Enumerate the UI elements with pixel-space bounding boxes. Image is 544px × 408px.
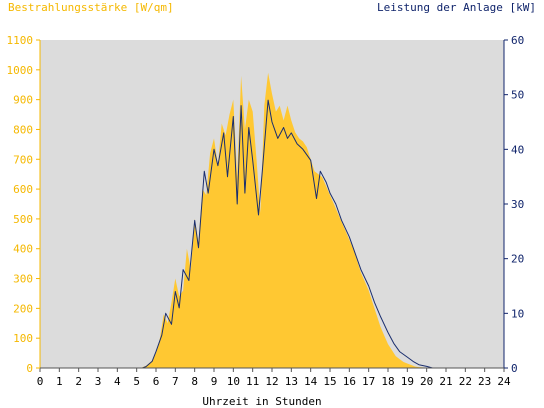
x-tick-label: 20 [420, 375, 433, 388]
y-right-tick-label: 20 [511, 253, 524, 266]
x-tick-label: 17 [362, 375, 375, 388]
x-tick-label: 16 [343, 375, 356, 388]
y-right-tick-label: 10 [511, 307, 524, 320]
x-tick-label: 18 [381, 375, 394, 388]
y-right-tick-label: 60 [511, 34, 524, 47]
x-tick-label: 14 [304, 375, 318, 388]
y-left-tick-label: 200 [13, 302, 33, 315]
x-tick-label: 8 [191, 375, 198, 388]
x-tick-label: 23 [478, 375, 491, 388]
y-right-tick-label: 40 [511, 143, 524, 156]
y-left-tick-label: 800 [13, 123, 33, 136]
x-tick-label: 3 [95, 375, 102, 388]
left-axis-title: Bestrahlungsstärke [W/qm] [8, 1, 174, 14]
y-left-tick-label: 400 [13, 243, 33, 256]
x-tick-label: 4 [114, 375, 121, 388]
right-axis-title: Leistung der Anlage [kW] [377, 1, 536, 14]
y-right-tick-label: 30 [511, 198, 524, 211]
y-left-tick-label: 0 [26, 362, 33, 375]
series-layer [40, 72, 504, 369]
y-left-tick-label: 900 [13, 94, 33, 107]
x-tick-label: 24 [497, 375, 511, 388]
x-tick-label: 1 [56, 375, 63, 388]
y-left-tick-label: 500 [13, 213, 33, 226]
x-tick-label: 21 [439, 375, 452, 388]
x-tick-label: 7 [172, 375, 179, 388]
x-tick-label: 11 [246, 375, 259, 388]
x-tick-label: 5 [133, 375, 140, 388]
x-axis-title: Uhrzeit in Stunden [202, 395, 321, 408]
x-tick-label: 10 [227, 375, 240, 388]
x-tick-label: 0 [37, 375, 44, 388]
x-tick-label: 9 [211, 375, 218, 388]
x-tick-label: 19 [401, 375, 414, 388]
y-left-tick-label: 1000 [7, 64, 34, 77]
y-left-tick-label: 1100 [7, 34, 34, 47]
x-tick-label: 2 [75, 375, 82, 388]
x-tick-label: 22 [459, 375, 472, 388]
y-left-tick-label: 600 [13, 183, 33, 196]
x-tick-label: 6 [153, 375, 160, 388]
x-tick-label: 12 [265, 375, 278, 388]
y-left-tick-label: 100 [13, 332, 33, 345]
y-right-tick-label: 50 [511, 89, 524, 102]
series-irradiance-area [40, 72, 504, 369]
x-tick-label: 13 [285, 375, 298, 388]
y-left-tick-label: 300 [13, 273, 33, 286]
series-power-line [40, 99, 504, 369]
y-right-tick-label: 0 [511, 362, 518, 375]
x-tick-label: 15 [323, 375, 336, 388]
y-left-tick-label: 700 [13, 153, 33, 166]
ticks-layer: 0 1 2 3 4 5 6 7 8 9 10 11 12 13 14 15 16 17 18 19 20 21 22 23 24… [7, 34, 525, 388]
